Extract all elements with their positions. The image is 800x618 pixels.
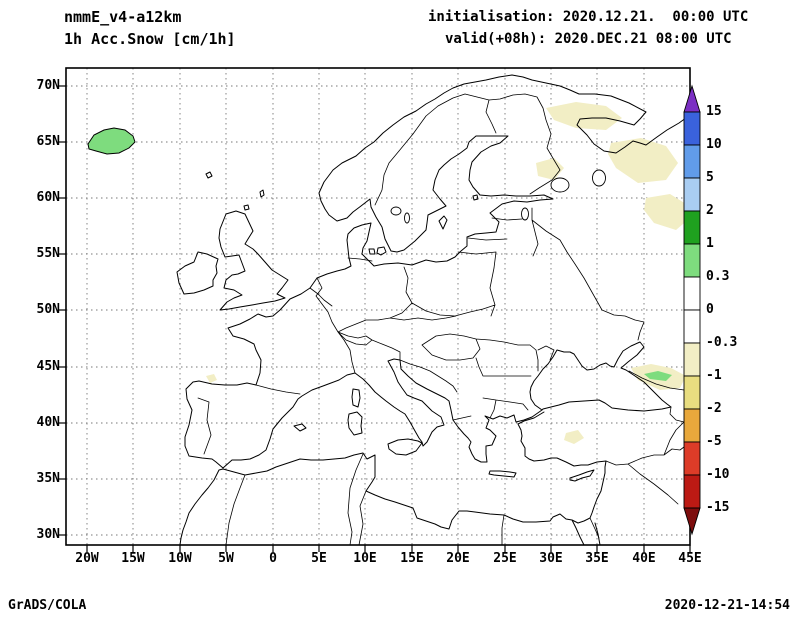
lon-tick-label: 20E — [446, 551, 470, 566]
colorbar-arrow-bottom — [683, 507, 701, 536]
colorbar-cells — [683, 84, 701, 536]
colorbar-cell — [683, 144, 701, 179]
colorbar-label: 1 — [706, 236, 714, 251]
axis-ticks-layer — [59, 85, 691, 552]
lon-tick-label: 20W — [75, 551, 99, 566]
colorbar-svg — [683, 84, 701, 536]
map-frame — [65, 67, 691, 546]
lat-tick-label: 40N — [36, 415, 60, 430]
region-central-turkey — [564, 430, 584, 444]
lake-vanern — [390, 206, 402, 216]
coastline-mediterranean-north — [222, 358, 543, 469]
region-kola-white-sea — [546, 102, 622, 130]
colorbar-label: 15 — [706, 104, 722, 119]
region-caucasus-green — [644, 371, 672, 381]
valid-time-label: valid(+08h): 2020.DEC.21 08:00 UTC — [445, 31, 732, 47]
grid-layer — [66, 68, 691, 545]
product-title: 1h Acc.Snow [cm/1h] — [64, 30, 236, 48]
colorbar-cell — [683, 375, 701, 410]
region-karelia — [536, 158, 564, 180]
colorbar-cell — [683, 111, 701, 146]
lat-tick-label: 70N — [36, 78, 60, 93]
coastlines-layer — [176, 74, 691, 546]
lat-tick-label: 30N — [36, 527, 60, 542]
colorbar-label: 0 — [706, 302, 714, 317]
colorbar-cell — [683, 210, 701, 245]
lon-tick-label: 40E — [632, 551, 656, 566]
lon-tick-label: 0 — [269, 551, 277, 566]
colorbar-label: 0.3 — [706, 269, 730, 284]
creation-timestamp: 2020-12-21-14:54 — [664, 598, 790, 613]
lat-tick-label: 50N — [36, 302, 60, 317]
lake-onega — [592, 169, 606, 187]
lat-tick-label: 60N — [36, 190, 60, 205]
colorbar-cell — [683, 408, 701, 443]
colorbar-cell — [683, 177, 701, 212]
lakes-layer — [390, 169, 606, 224]
region-arkhangelsk — [608, 138, 678, 183]
shaded-regions-layer — [87, 102, 690, 444]
colorbar-label: -2 — [706, 401, 722, 416]
lon-tick-label: 15E — [400, 551, 424, 566]
lake-peipus — [521, 207, 529, 221]
lon-tick-label: 5W — [218, 551, 234, 566]
init-time-label: initialisation: 2020.12.21. 00:00 UTC — [428, 9, 749, 25]
colorbar-label: -0.3 — [706, 335, 738, 350]
colorbar-cell — [683, 342, 701, 377]
colorbar-cell — [683, 309, 701, 344]
region-north-spain — [206, 374, 217, 383]
lat-tick-label: 55N — [36, 246, 60, 261]
lake-vattern — [404, 212, 410, 224]
coastline-levant-africa — [179, 411, 607, 546]
lon-tick-label: 30E — [539, 551, 563, 566]
colorbar-cell — [683, 474, 701, 509]
coastline-atlantic-north — [184, 74, 691, 469]
colorbar-label: -15 — [706, 500, 730, 515]
colorbar-label: 10 — [706, 137, 722, 152]
map-svg — [59, 67, 691, 552]
colorbar-label: 2 — [706, 203, 714, 218]
lon-tick-label: 5E — [311, 551, 327, 566]
lon-tick-label: 25E — [493, 551, 517, 566]
coastline-islands — [176, 171, 595, 482]
colorbar-label: -5 — [706, 434, 722, 449]
lon-tick-label: 10W — [168, 551, 192, 566]
colorbar-label: -10 — [706, 467, 730, 482]
model-title: nmmE_v4-a12km — [64, 8, 182, 26]
colorbar-cell — [683, 276, 701, 311]
region-russia-east-edge — [644, 194, 690, 230]
country-borders-layer — [197, 93, 691, 546]
lon-tick-label: 10E — [353, 551, 377, 566]
lon-tick-label: 15W — [121, 551, 145, 566]
colorbar-arrow-top — [683, 84, 701, 113]
region-iceland — [87, 127, 136, 155]
coastline-black-sea — [529, 341, 672, 412]
colorbar-label: -1 — [706, 368, 722, 383]
country-borders — [197, 93, 691, 546]
lat-tick-label: 45N — [36, 359, 60, 374]
grads-credit: GrADS/COLA — [8, 598, 87, 613]
lat-tick-label: 65N — [36, 134, 60, 149]
colorbar-label: 5 — [706, 170, 714, 185]
lake-ladoga — [550, 177, 570, 193]
colorbar-cell — [683, 441, 701, 476]
lon-tick-label: 45E — [678, 551, 702, 566]
lon-tick-label: 35E — [585, 551, 609, 566]
colorbar-cell — [683, 243, 701, 278]
lat-tick-label: 35N — [36, 471, 60, 486]
